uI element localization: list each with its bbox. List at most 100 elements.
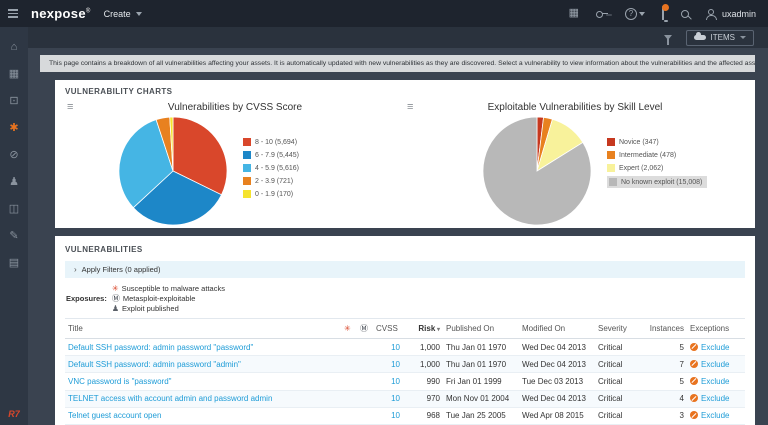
exclude-link[interactable]: Exclude xyxy=(701,342,730,352)
malware-cell xyxy=(341,407,357,425)
sidebar-item-reports[interactable]: ◫ xyxy=(9,195,19,222)
exclude-icon xyxy=(690,376,698,385)
rapid7-logo: R7 xyxy=(8,409,20,419)
cvss-value[interactable]: 10 xyxy=(391,342,400,352)
exclude-icon xyxy=(690,359,698,368)
legend-item: 0 - 1.9 (170) xyxy=(243,189,303,199)
legend-item: 4 - 5.9 (5,616) xyxy=(243,163,303,173)
exposure-label: Metasploit-exploitable xyxy=(122,294,196,303)
info-banner: This page contains a breakdown of all vu… xyxy=(40,55,755,72)
vulnerabilities-card: VULNERABILITIES › Apply Filters (0 applie… xyxy=(55,236,755,425)
pie-slice[interactable] xyxy=(482,116,592,226)
key-icon[interactable] xyxy=(595,9,608,19)
sidebar-item-tags[interactable]: ✎ xyxy=(9,222,19,249)
pie-slice[interactable] xyxy=(132,170,223,226)
users-icon: ♟ xyxy=(9,176,19,188)
chart-legend: 8 - 10 (5,694) 6 - 7.9 (5,445) 4 - 5.9 (5,… xyxy=(243,137,303,202)
exclude-link[interactable]: Exclude xyxy=(701,394,730,404)
column-header-malware[interactable]: ✳ xyxy=(341,318,357,339)
exclude-icon xyxy=(690,342,698,351)
legend-label: 2 - 3.9 (721) xyxy=(255,177,294,185)
exceptions-cell: Exclude xyxy=(687,390,745,408)
column-header-published-on[interactable]: Published On xyxy=(443,318,519,339)
legend-swatch xyxy=(609,178,617,186)
vulnerability-title-link[interactable]: Telnet guest account open xyxy=(68,411,162,421)
apply-filters-toggle[interactable]: › Apply Filters (0 applied) xyxy=(65,261,745,278)
exposures-label: Exposures: xyxy=(66,294,107,303)
pie-slice[interactable] xyxy=(118,119,174,209)
filter-icon[interactable] xyxy=(663,35,672,45)
sidebar: ⌂ ▦ ⊡ ✱ ⊘ ♟ ◫ ✎ ▤ R7 xyxy=(0,27,28,425)
items-label: ITEMS xyxy=(710,33,735,42)
create-menu[interactable]: Create xyxy=(104,9,142,19)
malware-cell xyxy=(341,372,357,391)
cvss-value[interactable]: 10 xyxy=(391,411,400,421)
chart-menu-icon[interactable]: ≡ xyxy=(407,101,414,113)
exclude-link[interactable]: Exclude xyxy=(701,376,730,386)
column-header-modified-on[interactable]: Modified On xyxy=(519,318,595,339)
hamburger-menu-icon[interactable] xyxy=(8,9,18,18)
column-header-metasploit[interactable]: Ⓜ xyxy=(357,318,373,339)
charts-section-title: VULNERABILITY CHARTS xyxy=(65,87,173,96)
sidebar-item-assets[interactable]: ⊡ xyxy=(9,87,19,114)
metasploit-icon: Ⓜ xyxy=(111,294,120,303)
search-icon[interactable] xyxy=(680,9,689,18)
sidebar-item-home[interactable]: ⌂ xyxy=(9,33,19,60)
column-header-title[interactable]: Title xyxy=(65,318,341,339)
legend-swatch xyxy=(607,138,615,146)
exclude-link[interactable]: Exclude xyxy=(701,359,730,369)
calculator-icon[interactable]: ▦ xyxy=(568,7,579,19)
chart-menu-icon[interactable]: ≡ xyxy=(67,101,74,113)
column-header-exceptions[interactable]: Exceptions xyxy=(687,318,745,339)
legend-swatch xyxy=(607,151,615,159)
table-row: Default SSH password: admin password "ad… xyxy=(65,355,745,374)
metasploit-cell xyxy=(357,407,373,425)
vulnerability-title-link[interactable]: VNC password is "password" xyxy=(68,376,172,386)
exclude-icon xyxy=(690,394,698,403)
published-cell: Tue Jan 25 2005 xyxy=(443,407,519,425)
legend-label: 0 - 1.9 (170) xyxy=(255,190,294,198)
vulnerability-title-link[interactable]: Default SSH password: admin password "ad… xyxy=(68,359,241,369)
cvss-value[interactable]: 10 xyxy=(391,359,400,369)
vulnerability-title-link[interactable]: TELNET access with account admin and pas… xyxy=(68,394,273,404)
instances-cell: 5 xyxy=(639,338,687,357)
column-header-instances[interactable]: Instances xyxy=(639,318,687,339)
sidebar-item-vulnerabilities[interactable]: ✱ xyxy=(9,114,19,141)
pie-chart xyxy=(481,115,593,232)
help-menu[interactable]: ? xyxy=(624,7,645,20)
table-header-row: Title ✳ Ⓜ CVSS Risk ▾ Published On Modified On… xyxy=(65,318,745,339)
vulnerability-title-cell: Default SSH password: admin password "pa… xyxy=(65,338,341,357)
pie-slice[interactable] xyxy=(172,116,228,196)
exceptions-cell: Exclude xyxy=(687,372,745,391)
sidebar-item-administration[interactable]: ▤ xyxy=(9,249,19,276)
reports-icon: ◫ xyxy=(8,203,20,215)
sidebar-item-policies[interactable]: ⊘ xyxy=(9,141,19,168)
exploit-icon: ♟ xyxy=(111,304,120,313)
exceptions-cell: Exclude xyxy=(687,407,745,425)
notifications-button[interactable] xyxy=(661,4,669,20)
legend-swatch xyxy=(243,164,251,172)
vulnerability-title-link[interactable]: Default SSH password: admin password "pa… xyxy=(68,342,254,352)
user-menu[interactable]: uxadmin xyxy=(705,9,756,20)
column-header-severity[interactable]: Severity xyxy=(595,318,639,339)
chart-legend: Novice (347) Intermediate (478) Expert (2,… xyxy=(607,137,708,191)
exclude-link[interactable]: Exclude xyxy=(701,411,730,421)
chevron-down-icon xyxy=(135,11,142,19)
legend-swatch xyxy=(243,138,251,146)
risk-cell: 1,000 xyxy=(403,338,443,357)
sidebar-item-dashboards[interactable]: ▦ xyxy=(9,60,19,87)
home-icon: ⌂ xyxy=(10,40,18,53)
cvss-value[interactable]: 10 xyxy=(391,394,400,404)
cvss-value[interactable]: 10 xyxy=(391,376,400,386)
legend-item: 8 - 10 (5,694) xyxy=(243,137,303,147)
column-header-cvss[interactable]: CVSS xyxy=(373,318,403,339)
severity-cell: Critical xyxy=(595,407,639,425)
column-header-risk[interactable]: Risk ▾ xyxy=(403,318,443,339)
cvss-cell: 10 xyxy=(373,390,403,408)
malware-cell xyxy=(341,390,357,408)
sidebar-item-users[interactable]: ♟ xyxy=(9,168,19,195)
assets-icon: ⊡ xyxy=(9,95,19,107)
legend-item: Intermediate (478) xyxy=(607,150,707,160)
items-dropdown[interactable]: ITEMS xyxy=(685,29,754,46)
pie-slice[interactable] xyxy=(169,116,174,172)
